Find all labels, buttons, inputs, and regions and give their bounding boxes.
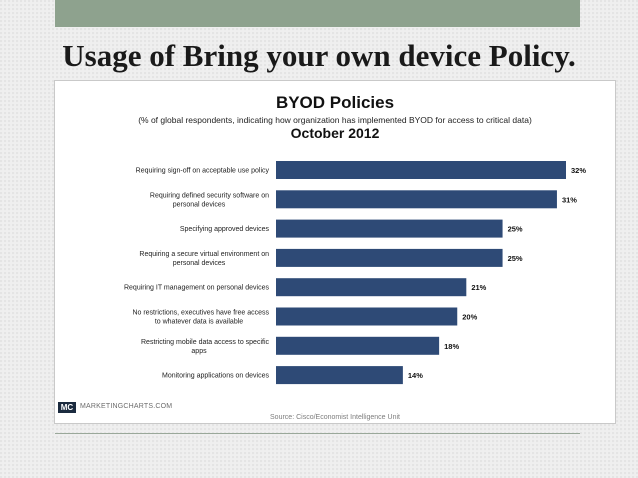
bar-value-label: 25% <box>508 254 523 263</box>
category-label: personal devices <box>173 260 226 267</box>
category-label: Requiring a secure virtual environment o… <box>139 251 269 258</box>
marketingcharts-logo: MC <box>58 402 76 413</box>
category-label: Requiring IT management on personal devi… <box>124 285 270 292</box>
bar-value-label: 20% <box>462 313 477 322</box>
bar-value-label: 25% <box>508 225 523 234</box>
bar-value-label: 21% <box>471 283 486 292</box>
bar <box>276 336 440 355</box>
bar <box>276 307 458 326</box>
footer-source: Source: Cisco/Economist Intelligence Uni… <box>270 414 400 421</box>
category-label: Requiring sign-off on acceptable use pol… <box>136 168 270 175</box>
slide-title: Usage of Bring your own device Policy. <box>62 38 576 73</box>
category-label: Requiring defined security software on <box>150 192 269 199</box>
bar-chart: 32% Requiring sign-off on acceptable use … <box>124 161 586 385</box>
category-label: to whatever data is available <box>155 319 243 326</box>
category-label: No restrictions, executives have free ac… <box>132 310 269 317</box>
bar <box>276 248 503 267</box>
chart-subtitle: (% of global respondents, indicating how… <box>138 115 532 125</box>
bar-value-label: 18% <box>444 342 459 351</box>
footer-brand: MARKETINGCHARTS.COM <box>80 403 173 410</box>
chart-date: October 2012 <box>290 125 380 141</box>
category-label: Specifying approved devices <box>180 226 270 233</box>
bar-value-label: 31% <box>562 195 577 204</box>
category-label: Restricting mobile data access to specif… <box>141 339 269 346</box>
bar <box>276 161 566 179</box>
chart-frame: BYOD Policies (% of global respondents, … <box>54 80 616 424</box>
chart-title: BYOD Policies <box>275 93 395 112</box>
top-accent-bar <box>55 0 580 27</box>
bar <box>276 366 403 385</box>
bar-value-label: 14% <box>408 371 423 380</box>
bar <box>276 190 557 209</box>
bar <box>276 278 467 297</box>
category-label: personal devices <box>173 201 226 208</box>
bar-value-label: 32% <box>571 166 586 175</box>
category-label: Monitoring applications on devices <box>162 373 270 380</box>
bar <box>276 219 503 238</box>
category-label: apps <box>191 348 207 355</box>
bottom-divider <box>55 433 580 434</box>
